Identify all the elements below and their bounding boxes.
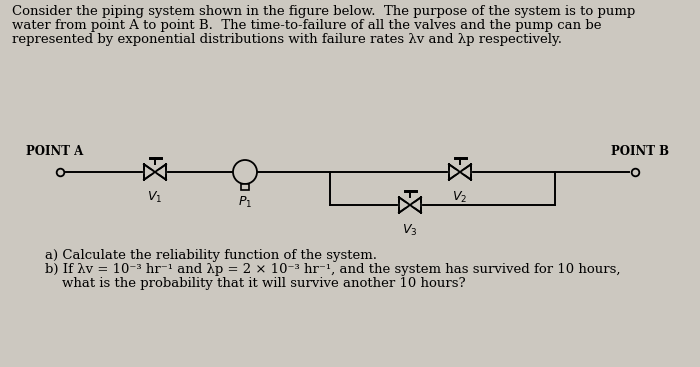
Circle shape (233, 160, 257, 184)
Bar (241, 184, 249, 190)
Text: Consider the piping system shown in the figure below.  The purpose of the system: Consider the piping system shown in the … (12, 5, 636, 18)
Text: POINT B: POINT B (611, 145, 669, 158)
Text: water from point A to point B.  The time-to-failure of all the valves and the pu: water from point A to point B. The time-… (12, 19, 601, 32)
Text: $P_1$: $P_1$ (238, 195, 252, 210)
Text: represented by exponential distributions with failure rates λv and λp respective: represented by exponential distributions… (12, 33, 562, 46)
Text: b) If λv = 10⁻³ hr⁻¹ and λp = 2 × 10⁻³ hr⁻¹, and the system has survived for 10 : b) If λv = 10⁻³ hr⁻¹ and λp = 2 × 10⁻³ h… (45, 263, 620, 276)
Text: $V_1$: $V_1$ (148, 190, 162, 205)
Text: $V_3$: $V_3$ (402, 223, 418, 238)
Text: a) Calculate the reliability function of the system.: a) Calculate the reliability function of… (45, 249, 377, 262)
Text: POINT A: POINT A (27, 145, 83, 158)
Text: $V_2$: $V_2$ (452, 190, 468, 205)
Text: what is the probability that it will survive another 10 hours?: what is the probability that it will sur… (45, 277, 466, 290)
